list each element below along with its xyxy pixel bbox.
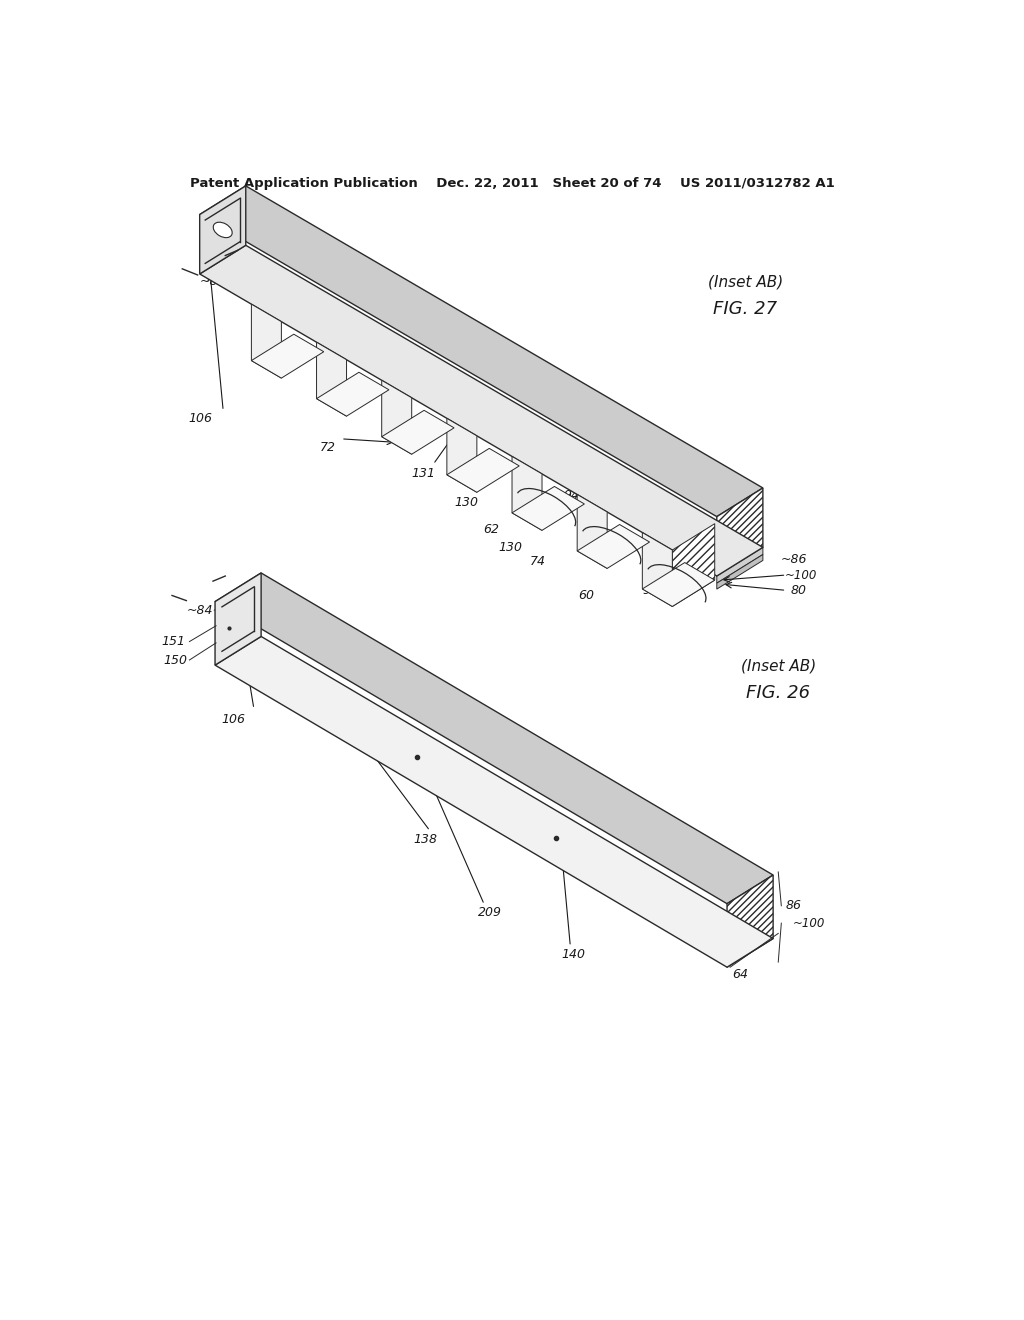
Polygon shape: [215, 573, 773, 904]
Text: 151: 151: [162, 635, 185, 648]
Text: 74: 74: [529, 556, 546, 568]
Text: (Inset AB): (Inset AB): [740, 659, 816, 673]
Polygon shape: [578, 495, 607, 569]
Polygon shape: [316, 372, 389, 416]
Polygon shape: [642, 562, 715, 606]
Polygon shape: [717, 554, 763, 589]
Polygon shape: [252, 304, 282, 378]
Text: 106: 106: [188, 412, 213, 425]
Text: FIG. 26: FIG. 26: [746, 684, 810, 702]
Text: 138: 138: [413, 833, 437, 846]
Ellipse shape: [213, 222, 232, 238]
Polygon shape: [578, 524, 649, 569]
Text: 106: 106: [221, 713, 246, 726]
Polygon shape: [382, 380, 412, 454]
Polygon shape: [200, 186, 246, 275]
Polygon shape: [316, 342, 346, 416]
Polygon shape: [673, 524, 715, 606]
Text: 150: 150: [164, 653, 187, 667]
Text: 209: 209: [477, 907, 502, 920]
Polygon shape: [446, 418, 477, 492]
Text: ~84~: ~84~: [200, 275, 237, 288]
Polygon shape: [727, 875, 773, 968]
Text: Patent Application Publication    Dec. 22, 2011   Sheet 20 of 74    US 2011/0312: Patent Application Publication Dec. 22, …: [189, 177, 835, 190]
Text: 80: 80: [791, 583, 807, 597]
Text: 131: 131: [411, 467, 435, 480]
Polygon shape: [215, 636, 773, 968]
Text: 140: 140: [561, 948, 586, 961]
Text: 60: 60: [578, 589, 594, 602]
Text: 62: 62: [483, 524, 500, 536]
Text: FIG. 27: FIG. 27: [714, 300, 777, 318]
Polygon shape: [200, 186, 763, 516]
Text: 94: 94: [563, 488, 580, 502]
Text: 130: 130: [454, 496, 478, 508]
Text: ~84~: ~84~: [186, 605, 223, 618]
Polygon shape: [642, 532, 673, 606]
Polygon shape: [512, 487, 585, 531]
Polygon shape: [382, 411, 454, 454]
Polygon shape: [512, 457, 542, 531]
Text: 130: 130: [498, 541, 522, 554]
Text: 94: 94: [642, 583, 658, 597]
Text: (Inset AB): (Inset AB): [708, 275, 783, 289]
Text: 86: 86: [785, 899, 802, 912]
Polygon shape: [200, 246, 763, 576]
Polygon shape: [717, 548, 763, 583]
Text: 64: 64: [732, 968, 749, 981]
Text: 72: 72: [319, 441, 336, 454]
Text: ~86: ~86: [780, 553, 807, 566]
Text: ~100: ~100: [793, 916, 825, 929]
Polygon shape: [717, 488, 763, 576]
Polygon shape: [215, 573, 261, 665]
Polygon shape: [446, 449, 519, 492]
Text: ~100: ~100: [784, 569, 817, 582]
Polygon shape: [252, 334, 324, 378]
